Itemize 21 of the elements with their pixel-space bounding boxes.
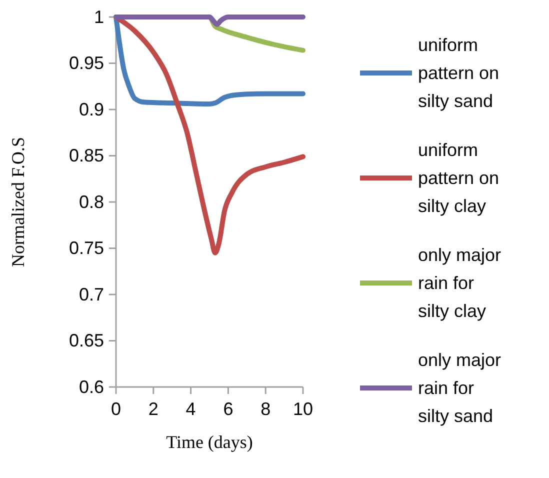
y-tick-label: 0.7 bbox=[78, 284, 104, 304]
x-tick-label: 6 bbox=[223, 399, 234, 419]
x-tick-label: 0 bbox=[110, 399, 122, 419]
y-tick-label: 0.9 bbox=[78, 99, 104, 120]
x-axis-title: Time (days) bbox=[166, 432, 253, 452]
y-axis-title: Normalized F.O.S bbox=[8, 136, 28, 268]
y-tick-label: 0.95 bbox=[68, 53, 104, 74]
x-tick-label: 2 bbox=[148, 399, 158, 419]
y-tick-label: 0.75 bbox=[68, 238, 104, 258]
y-tick-label: 0.8 bbox=[78, 192, 104, 212]
x-tick-label: 10 bbox=[292, 399, 314, 419]
legend-label: only major rain for silty clay bbox=[418, 245, 502, 321]
y-tick-label: 0.65 bbox=[68, 330, 104, 351]
legend-label: only major rain for silty sand bbox=[418, 350, 502, 426]
legend-label: uniform pattern on silty sand bbox=[418, 35, 500, 111]
legend-label: uniform pattern on silty clay bbox=[418, 140, 500, 216]
x-tick-label: 8 bbox=[260, 399, 271, 419]
y-tick-label: 1 bbox=[94, 6, 104, 27]
x-tick-label: 4 bbox=[186, 399, 196, 419]
y-tick-label: 0.85 bbox=[68, 146, 104, 166]
y-tick-label: 0.6 bbox=[78, 376, 104, 397]
